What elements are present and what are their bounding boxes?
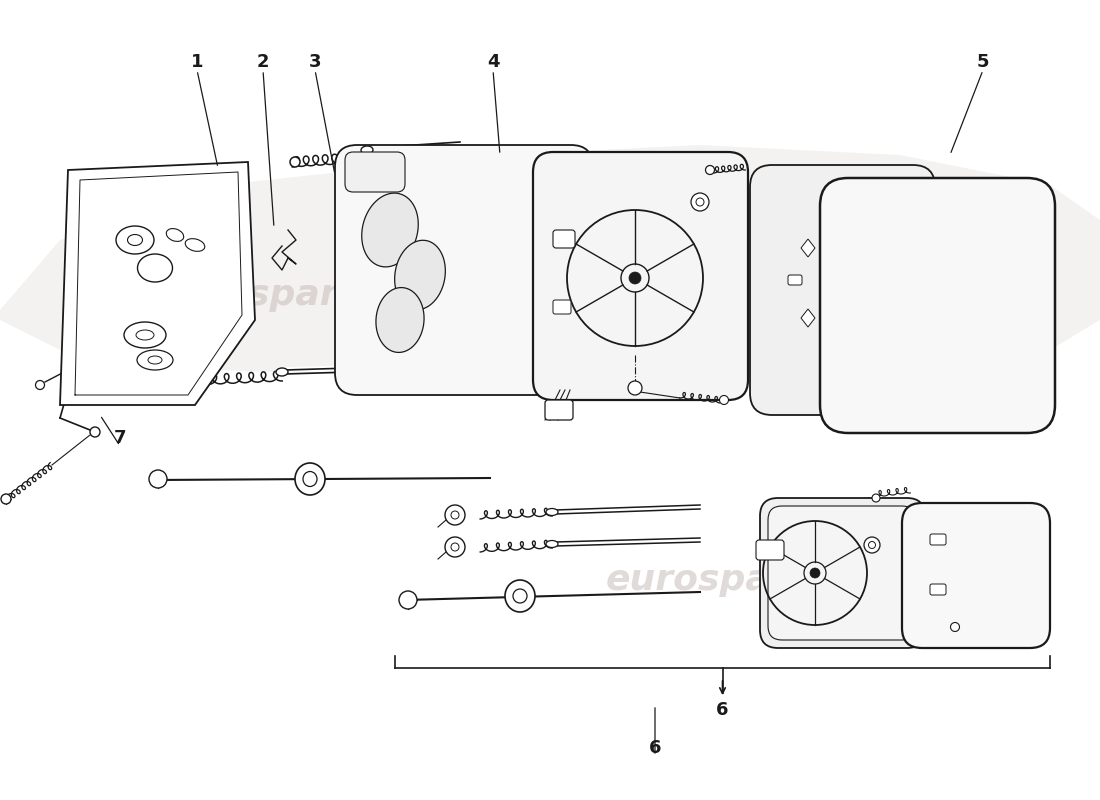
Ellipse shape [90,427,100,437]
Ellipse shape [546,509,558,515]
FancyBboxPatch shape [345,152,405,192]
Polygon shape [395,240,446,310]
Polygon shape [60,162,255,405]
Ellipse shape [691,193,710,211]
Ellipse shape [451,543,459,551]
FancyBboxPatch shape [788,275,802,285]
Text: 1: 1 [190,53,204,71]
Ellipse shape [124,322,166,348]
Ellipse shape [35,381,44,390]
FancyBboxPatch shape [750,165,935,415]
Ellipse shape [505,580,535,612]
Polygon shape [801,239,815,257]
Text: 6: 6 [649,739,661,757]
Ellipse shape [116,226,154,254]
FancyBboxPatch shape [756,540,784,560]
Ellipse shape [361,146,373,154]
FancyBboxPatch shape [760,498,925,648]
Text: 7: 7 [113,429,127,447]
Ellipse shape [136,330,154,340]
FancyBboxPatch shape [820,178,1055,433]
Text: eurospares: eurospares [156,278,384,312]
Ellipse shape [546,541,558,547]
Ellipse shape [446,537,465,557]
Ellipse shape [950,622,959,631]
FancyBboxPatch shape [336,145,593,395]
FancyBboxPatch shape [553,300,571,314]
Polygon shape [376,287,425,353]
Ellipse shape [290,157,300,167]
Ellipse shape [302,471,317,486]
Text: 3: 3 [309,53,321,71]
Circle shape [629,272,641,284]
Ellipse shape [451,511,459,519]
FancyBboxPatch shape [553,230,575,248]
Text: 6: 6 [716,701,728,719]
Ellipse shape [128,234,143,246]
Text: 4: 4 [486,53,499,71]
Ellipse shape [1,494,11,504]
Ellipse shape [869,542,876,549]
FancyBboxPatch shape [768,506,916,640]
Ellipse shape [513,589,527,603]
Circle shape [810,568,820,578]
Ellipse shape [872,494,880,502]
Polygon shape [0,145,1100,380]
Ellipse shape [185,238,205,251]
Ellipse shape [148,470,167,488]
Text: 2: 2 [256,53,270,71]
Ellipse shape [138,350,173,370]
Ellipse shape [148,356,162,364]
Text: eurospares: eurospares [606,563,834,597]
Ellipse shape [166,229,184,242]
Ellipse shape [399,591,417,609]
Ellipse shape [705,166,715,174]
Ellipse shape [276,368,288,376]
Ellipse shape [696,198,704,206]
FancyBboxPatch shape [930,534,946,545]
FancyBboxPatch shape [930,584,946,595]
Text: 5: 5 [977,53,989,71]
Polygon shape [801,309,815,327]
Ellipse shape [864,537,880,553]
Ellipse shape [628,381,642,395]
Ellipse shape [295,463,324,495]
FancyBboxPatch shape [544,400,573,420]
FancyBboxPatch shape [534,152,748,400]
Ellipse shape [138,254,173,282]
Ellipse shape [719,395,728,405]
FancyBboxPatch shape [902,503,1050,648]
Ellipse shape [446,505,465,525]
Polygon shape [362,193,418,267]
